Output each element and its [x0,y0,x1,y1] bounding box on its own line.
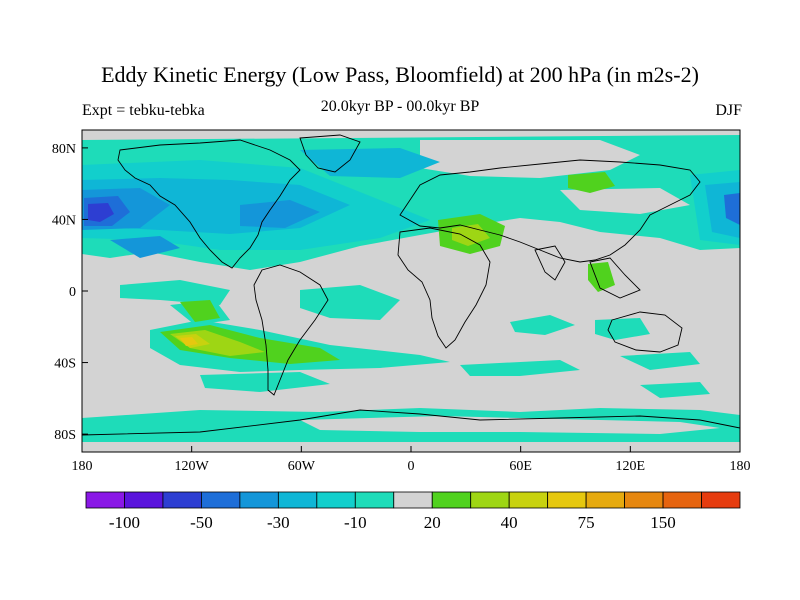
colorbar-box [701,491,741,509]
season-label: DJF [715,102,742,119]
anomaly-region [510,315,575,335]
coastline-india [534,245,566,281]
colorbar-label: 20 [424,513,441,532]
colorbar-box [585,491,625,509]
anomaly-region [88,203,114,222]
coastline-greenland [299,134,361,173]
colorbar-box [354,491,395,509]
anomaly-region [240,200,320,228]
lon-tick-label: 180 [730,459,751,474]
lat-tick-label: 40N [52,213,76,228]
colorbar-box [277,491,318,509]
coastline-antarctica [82,409,740,436]
anomaly-region [200,372,330,392]
colorbar-box [124,491,164,509]
colorbar-box [508,491,549,509]
anomaly-region [120,280,230,305]
lon-tick-label: 120W [175,459,210,474]
anomaly-region [620,352,700,370]
colorbar-box [85,491,125,509]
colorbar-box [316,491,356,509]
coastline-north-america [117,139,301,269]
lat-tick-label: 0 [69,285,76,300]
anomaly-region [452,224,490,246]
colorbar-box [201,491,241,509]
lon-tick-label: 0 [408,459,415,474]
field-layer [82,130,740,452]
lat-tick-label: 80S [54,428,76,443]
colorbar-box [470,491,510,509]
lon-tick-label: 60E [509,459,532,474]
colorbar-label: 75 [578,513,595,532]
anomaly-region [560,188,690,214]
colorbar-label: -10 [344,513,367,532]
colorbar-label: 150 [650,513,676,532]
experiment-label: Expt = tebku-tebka [82,102,205,119]
colorbar-box [624,491,664,509]
colorbar-box [162,491,202,509]
lat-tick-label: 80N [52,142,76,157]
colorbar-box [547,491,587,509]
lon-tick-label: 180 [72,459,93,474]
anomaly-region [180,300,220,322]
colorbar-label: -30 [267,513,290,532]
colorbar-box [662,491,702,509]
anomaly-region [420,140,640,178]
colorbar-boxes [85,491,741,509]
colorbar-labels: -100 -50 -30 -10 20 40 75 150 [109,513,676,532]
lon-tick-label: 60W [288,459,316,474]
coastline-africa [397,227,491,349]
colorbar-label: -50 [190,513,213,532]
anomaly-region [300,416,720,434]
colorbar-box [239,491,279,509]
coastline-southeast-asia [589,257,641,299]
latitude-axis: 80N 40N 0 40S 80S [52,142,88,443]
colorbar-box [431,491,472,509]
anomaly-region [110,236,180,258]
anomaly-region [595,318,650,340]
anomaly-region [640,382,710,398]
plot-title: Eddy Kinetic Energy (Low Pass, Bloomfiel… [101,62,699,87]
longitude-axis: 180 120W 60W 0 60E 120E 180 [72,446,751,474]
colorbar-label: 40 [501,513,518,532]
coastline-australia [607,311,683,353]
anomaly-region [460,360,580,376]
anomaly-region [180,337,198,346]
colorbar-box [393,491,433,509]
coastline-europe-asia [399,159,701,263]
coastlines [82,134,740,436]
colorbar-label: -100 [109,513,140,532]
lat-tick-label: 40S [54,357,76,372]
anomaly-region [300,148,440,178]
time-period-label: 20.0kyr BP - 00.0kyr BP [320,98,480,115]
coastline-south-america [253,264,329,396]
anomaly-region [724,193,740,225]
lon-tick-label: 120E [616,459,646,474]
anomaly-region [568,172,615,193]
anomaly-region [588,262,615,292]
